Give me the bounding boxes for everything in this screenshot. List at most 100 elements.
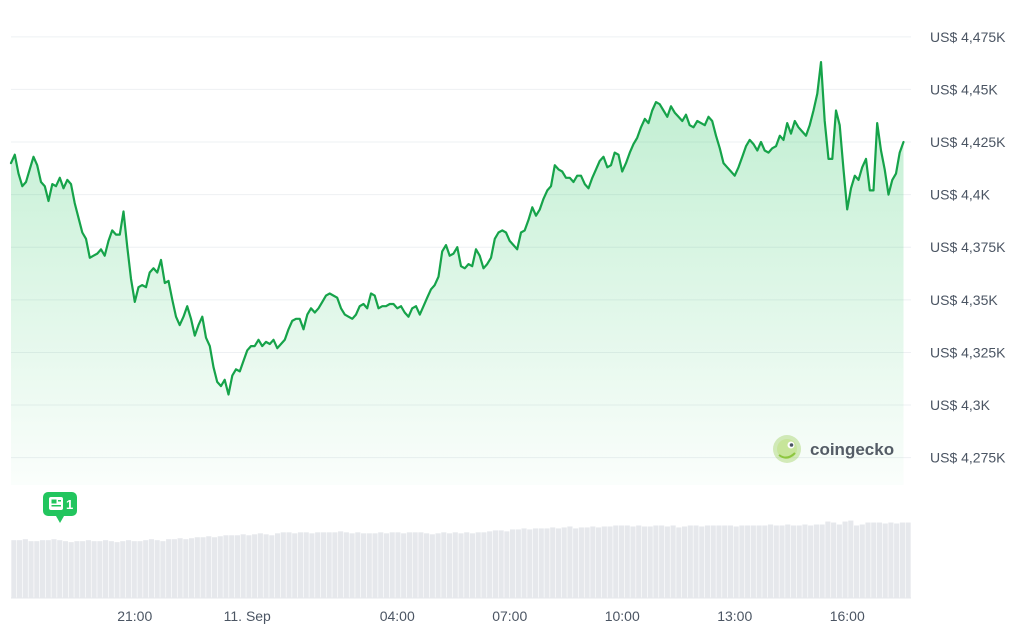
volume-bar [395, 532, 401, 598]
volume-bar [252, 534, 258, 598]
volume-bar [292, 533, 298, 598]
volume-bar [154, 540, 160, 598]
volume-bar [223, 535, 229, 598]
volume-bar [74, 541, 80, 598]
price-area [9, 61, 905, 485]
price-line [9, 61, 905, 396]
y-tick-label: US$ 4,35K [930, 292, 998, 308]
volume-bar [57, 540, 63, 598]
volume-bar [246, 535, 252, 598]
volume-bar [899, 522, 905, 598]
volume-bar [263, 534, 269, 598]
volume-bar [309, 533, 315, 598]
volume-bar [492, 530, 498, 598]
volume-bar [378, 532, 384, 598]
volume-bar [315, 532, 321, 598]
volume-bar [842, 521, 848, 598]
volume-bar [103, 540, 109, 598]
volume-bar [790, 525, 797, 598]
y-tick-label: US$ 4,375K [930, 239, 1006, 255]
volume-bar [326, 532, 332, 598]
news-event-badge[interactable]: 1 [43, 492, 77, 523]
x-tick-label: 04:00 [380, 608, 415, 624]
volume-bar [722, 525, 728, 598]
volume-bar [498, 530, 504, 598]
y-tick-label: US$ 4,475K [930, 29, 1006, 45]
volume-bar [785, 524, 791, 598]
volume-bar [767, 524, 774, 598]
volume-bar [274, 533, 281, 598]
volume-bar [469, 533, 476, 598]
y-tick-label: US$ 4,275K [930, 450, 1006, 466]
volume-bar [51, 539, 57, 598]
volume-bar [45, 540, 51, 598]
volume-bar [234, 535, 240, 598]
y-tick-label: US$ 4,325K [930, 344, 1006, 360]
volume-bar [504, 531, 510, 598]
volume-bar [200, 537, 206, 598]
volume-bar [682, 526, 688, 598]
volume-bar [108, 541, 114, 598]
volume-bar [687, 525, 693, 598]
volume-bar [699, 526, 705, 598]
volume-bar [624, 525, 630, 598]
volume-bar [613, 525, 619, 598]
volume-bar [383, 533, 390, 598]
volume-bar [97, 541, 103, 598]
volume-bar [401, 533, 407, 598]
volume-bar [647, 526, 653, 598]
x-tick-label: 11. Sep [224, 608, 271, 624]
volume-bar [452, 532, 458, 598]
newspaper-icon [49, 497, 63, 510]
volume-bar [240, 534, 246, 598]
volume-bar [80, 541, 86, 598]
volume-bar [825, 521, 831, 598]
volume-bar [131, 541, 137, 598]
volume-bar [189, 538, 195, 598]
volume-bar [458, 533, 464, 598]
volume-bar [406, 532, 412, 598]
volume-bar [28, 541, 34, 598]
volume-bar [372, 533, 378, 598]
y-axis: US$ 4,475K US$ 4,45K US$ 4,425K US$ 4,4K US$… [930, 29, 1006, 466]
x-tick-label: 13:00 [717, 608, 752, 624]
volume-bar [481, 532, 487, 598]
volume-bar [527, 529, 533, 598]
volume-bar [257, 533, 263, 598]
volume-bar [412, 532, 418, 598]
volume-bar [464, 532, 470, 598]
volume-bar [618, 525, 625, 598]
volume-bar [34, 541, 40, 598]
volume-bar [343, 532, 349, 598]
volume-bar [211, 537, 218, 598]
volume-bar [332, 532, 338, 598]
volume-bar [871, 522, 877, 598]
volume-bar [905, 522, 911, 598]
coingecko-watermark: coingecko [773, 435, 894, 463]
volume-bar [865, 522, 871, 598]
x-tick-label: 10:00 [605, 608, 640, 624]
volume-bar [441, 532, 447, 598]
volume-bar [229, 535, 235, 598]
volume-bar [859, 524, 865, 598]
volume-bar [183, 539, 189, 598]
volume-bar [831, 522, 837, 598]
volume-bar [676, 527, 682, 598]
volume-bar [68, 542, 74, 598]
volume-bar [349, 533, 355, 598]
volume-bar [120, 541, 126, 598]
volume-bar [653, 525, 659, 598]
volume-bar [819, 524, 825, 598]
x-axis: 21:00 11. Sep 04:00 07:00 10:00 13:00 16:00 [117, 608, 865, 624]
volume-bar [739, 525, 745, 598]
volume-bar [808, 525, 814, 598]
volume-bar [836, 524, 842, 598]
volume-bar [389, 532, 395, 598]
volume-bar [515, 529, 521, 598]
volume-bar [435, 533, 441, 598]
volume-bar [22, 539, 28, 598]
volume-bar [693, 525, 699, 598]
y-tick-label: US$ 4,45K [930, 81, 998, 97]
volume-bar [704, 525, 711, 598]
